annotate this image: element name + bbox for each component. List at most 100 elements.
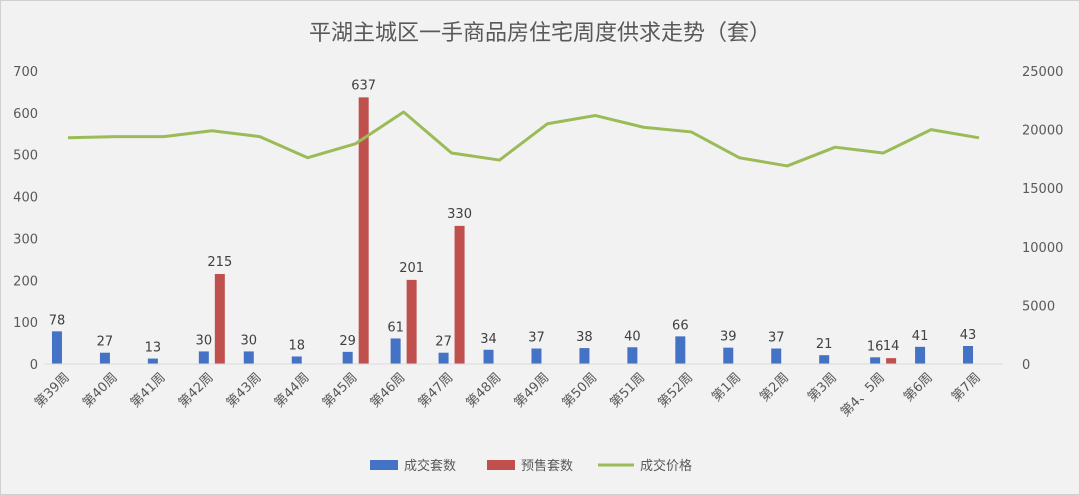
chart-title: 平湖主城区一手商品房住宅周度供求走势（套） bbox=[309, 21, 771, 46]
x-tick-label: 第52周 bbox=[655, 370, 696, 411]
data-label-presale: 215 bbox=[207, 255, 232, 270]
data-label-sold: 27 bbox=[435, 335, 452, 350]
legend: 成交套数 预售套数 成交价格 bbox=[370, 458, 692, 474]
bar-sold bbox=[579, 348, 590, 364]
data-label-sold: 41 bbox=[912, 329, 929, 344]
bar-sold bbox=[342, 351, 353, 364]
bar-sold bbox=[483, 349, 494, 364]
bar-sold bbox=[390, 338, 401, 364]
data-label-sold: 38 bbox=[576, 330, 593, 345]
y-left-tick-label: 0 bbox=[30, 358, 38, 373]
x-tick-label: 第44周 bbox=[272, 370, 313, 411]
bar-sold bbox=[99, 352, 110, 364]
x-tick-label: 第48周 bbox=[464, 370, 505, 411]
data-label-sold: 61 bbox=[387, 320, 404, 335]
data-label-sold: 18 bbox=[288, 338, 305, 353]
x-tick-label: 第4、5周 bbox=[838, 370, 888, 420]
legend-label: 成交价格 bbox=[640, 458, 692, 474]
y-right-tick-label: 0 bbox=[1022, 358, 1030, 373]
y-right-tick-label: 20000 bbox=[1022, 124, 1063, 139]
data-label-presale: 330 bbox=[447, 207, 472, 222]
right-axis: 0 5000 10000 15000 20000 25000 bbox=[1022, 65, 1063, 373]
x-tick-label: 第45周 bbox=[320, 370, 361, 411]
bar-sold bbox=[243, 351, 254, 364]
data-label-presale: 201 bbox=[399, 261, 424, 276]
x-tick-label: 第39周 bbox=[32, 370, 73, 411]
legend-label: 预售套数 bbox=[521, 458, 573, 474]
x-tick-label: 第51周 bbox=[608, 370, 649, 411]
y-right-tick-label: 25000 bbox=[1022, 65, 1063, 80]
bar-presale bbox=[454, 225, 465, 364]
x-tick-label: 第50周 bbox=[560, 370, 601, 411]
bar-sold bbox=[438, 352, 449, 364]
bar-sold bbox=[198, 351, 209, 364]
legend-swatch bbox=[487, 460, 515, 470]
data-label-presale: 637 bbox=[351, 78, 376, 93]
x-tick-label: 第6周 bbox=[901, 370, 936, 405]
x-tick-label: 第7周 bbox=[949, 370, 984, 405]
bar-sold bbox=[675, 336, 686, 364]
y-left-tick-label: 400 bbox=[13, 191, 38, 206]
x-tick-label: 第46周 bbox=[368, 370, 409, 411]
x-axis: 第39周 第40周 第41周 第42周 第43周 第44周 第45周 第46周 第47周 第48周… bbox=[32, 363, 1003, 420]
data-label-sold: 40 bbox=[624, 329, 641, 344]
data-label-sold: 43 bbox=[960, 328, 977, 343]
x-tick-label: 第1周 bbox=[709, 370, 744, 405]
bar-sold bbox=[531, 348, 542, 364]
y-right-tick-label: 15000 bbox=[1022, 182, 1063, 197]
data-label-sold: 16 bbox=[867, 339, 884, 354]
data-label-sold: 34 bbox=[480, 332, 497, 347]
data-label-presale: 14 bbox=[883, 339, 900, 354]
data-label-sold: 29 bbox=[339, 334, 356, 349]
bar-sold bbox=[291, 356, 302, 364]
y-left-tick-label: 300 bbox=[13, 232, 38, 247]
bar-sold bbox=[771, 348, 782, 364]
line-price bbox=[67, 110, 980, 168]
bar-sold bbox=[915, 346, 926, 364]
y-left-tick-label: 100 bbox=[13, 316, 38, 331]
y-left-tick-label: 200 bbox=[13, 274, 38, 289]
y-right-tick-label: 5000 bbox=[1022, 299, 1055, 314]
data-label-sold: 21 bbox=[816, 337, 833, 352]
x-tick-label: 第41周 bbox=[128, 370, 169, 411]
data-label-sold: 39 bbox=[720, 330, 737, 345]
bar-series bbox=[51, 97, 974, 365]
bar-sold bbox=[147, 358, 158, 364]
x-tick-label: 第42周 bbox=[176, 370, 217, 411]
data-label-sold: 37 bbox=[768, 331, 785, 346]
x-tick-label: 第49周 bbox=[512, 370, 553, 411]
y-left-tick-label: 500 bbox=[13, 149, 38, 164]
bar-sold bbox=[870, 357, 881, 364]
legend-label: 成交套数 bbox=[404, 458, 456, 474]
legend-swatch bbox=[370, 460, 398, 470]
y-right-tick-label: 10000 bbox=[1022, 241, 1063, 256]
x-tick-label: 第2周 bbox=[757, 370, 792, 405]
bar-presale bbox=[358, 97, 369, 365]
bar-sold bbox=[723, 347, 734, 364]
data-label-sold: 27 bbox=[97, 335, 114, 350]
data-label-sold: 37 bbox=[528, 331, 545, 346]
x-tick-label: 第40周 bbox=[80, 370, 121, 411]
data-label-sold: 30 bbox=[241, 333, 258, 348]
left-axis: 0 100 200 300 400 500 600 700 bbox=[13, 65, 38, 373]
data-label-sold: 30 bbox=[196, 333, 213, 348]
x-tick-label: 第43周 bbox=[224, 370, 265, 411]
data-labels: 78 27 13 30 215 30 18 29 637 61 201 27 330 34 37 38 40 66… bbox=[49, 78, 977, 355]
bar-presale bbox=[214, 274, 225, 364]
y-left-tick-label: 600 bbox=[13, 107, 38, 122]
data-label-sold: 13 bbox=[145, 341, 162, 356]
bar-sold bbox=[627, 347, 638, 364]
x-tick-label: 第47周 bbox=[416, 370, 457, 411]
bar-presale bbox=[406, 279, 417, 364]
data-label-sold: 78 bbox=[49, 313, 66, 328]
bar-presale bbox=[886, 358, 897, 364]
x-tick-label: 第3周 bbox=[805, 370, 840, 405]
y-left-tick-label: 700 bbox=[13, 65, 38, 80]
bar-sold bbox=[963, 346, 974, 364]
bar-sold bbox=[51, 331, 62, 364]
bar-sold bbox=[819, 355, 830, 364]
line-series bbox=[67, 110, 980, 168]
data-label-sold: 66 bbox=[672, 318, 689, 333]
